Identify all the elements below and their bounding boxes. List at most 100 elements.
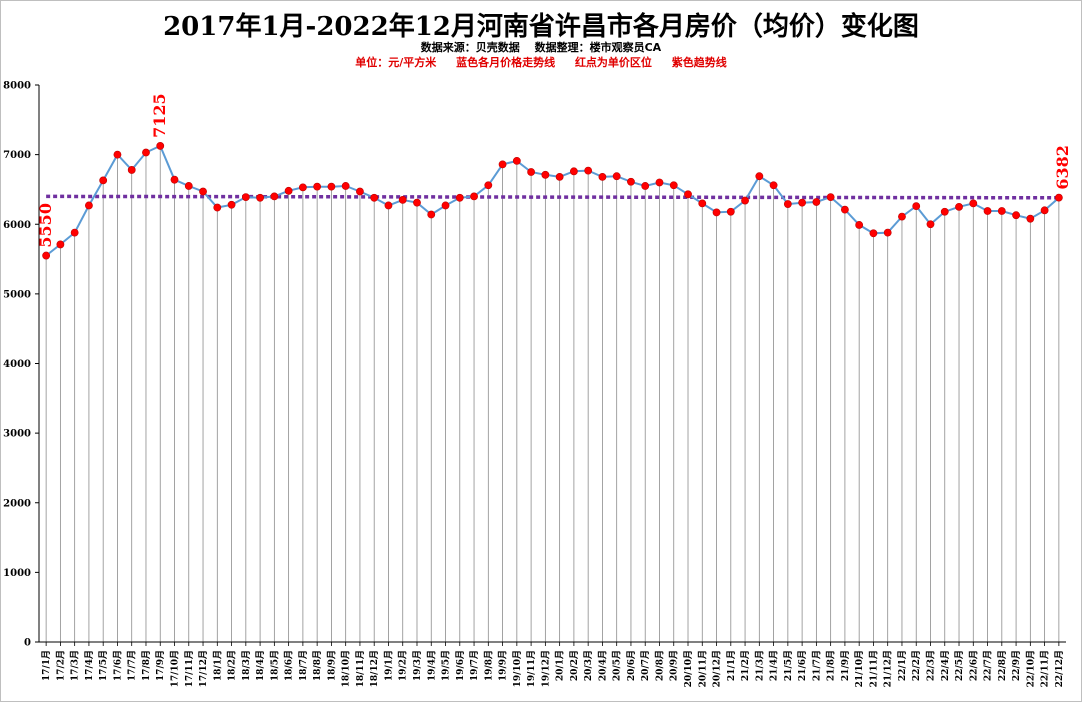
x-tick-label: 22/8月: [997, 650, 1008, 681]
data-point: [341, 182, 350, 190]
x-tick-label: 22/3月: [925, 650, 936, 681]
data-point: [955, 202, 963, 211]
x-tick-label: 18/7月: [298, 650, 309, 681]
data-point: [170, 175, 179, 184]
x-tick-label: 20/11月: [697, 650, 708, 687]
x-tick-label: 18/12月: [369, 650, 380, 687]
note-trend: 紫色趋势线: [671, 56, 727, 69]
y-tick-label: 3000: [3, 429, 31, 440]
data-point: [256, 193, 264, 202]
data-point: [912, 202, 921, 211]
y-tick-label: 8000: [3, 81, 31, 92]
data-point: [841, 205, 849, 214]
data-point: [769, 181, 778, 190]
x-tick-label: 17/8月: [141, 650, 152, 681]
data-point: [470, 192, 478, 201]
data-point: [1026, 214, 1035, 223]
data-point: [783, 200, 792, 208]
data-point: [812, 198, 821, 206]
x-tick-label: 19/6月: [455, 650, 466, 681]
data-point: [70, 228, 79, 237]
data-point: [826, 193, 835, 201]
data-point: [983, 207, 992, 215]
data-label: 6382: [1053, 145, 1072, 190]
x-tick-label: 19/2月: [398, 650, 409, 681]
x-tick-label: 20/2月: [569, 650, 580, 681]
data-point: [113, 150, 122, 159]
data-point: [42, 251, 51, 260]
x-tick-label: 19/8月: [483, 650, 494, 681]
x-tick-label: 17/6月: [112, 650, 123, 681]
y-tick-label: 4000: [3, 359, 31, 370]
data-point: [997, 207, 1006, 215]
data-point: [612, 172, 621, 181]
note-unit: 单位：元/平方米: [355, 56, 437, 69]
trend-line: [46, 194, 1059, 200]
data-point: [584, 166, 593, 175]
data-point: [655, 178, 664, 187]
data-point: [1054, 193, 1063, 202]
data-point: [869, 229, 878, 238]
data-point: [741, 196, 749, 205]
x-tick-label: 21/6月: [797, 650, 808, 681]
data-point: [541, 170, 550, 179]
x-tick-label: 18/3月: [241, 650, 252, 681]
data-point: [627, 177, 635, 186]
note-line: 蓝色各月价格走势线: [456, 56, 556, 69]
x-tick-label: 17/1月: [41, 650, 52, 681]
data-point: [555, 173, 564, 181]
x-tick-label: 22/12月: [1054, 650, 1065, 687]
data-point: [883, 228, 892, 237]
data-point: [855, 221, 864, 229]
x-tick-label: 19/11月: [526, 650, 537, 687]
x-tick-label: 20/12月: [712, 650, 723, 687]
data-point: [926, 220, 935, 229]
data-point: [498, 160, 507, 169]
x-tick-label: 21/12月: [883, 650, 894, 687]
x-tick-label: 18/10月: [341, 650, 352, 687]
x-tick-label: 17/2月: [55, 650, 66, 681]
data-point: [712, 208, 721, 217]
data-point: [669, 181, 678, 190]
data-point: [527, 168, 536, 176]
x-tick-label: 19/7月: [469, 650, 480, 681]
x-tick-label: 21/9月: [840, 650, 851, 681]
x-tick-label: 21/2月: [740, 650, 751, 681]
data-point: [726, 207, 735, 216]
data-point: [641, 182, 650, 190]
data-point: [598, 173, 607, 181]
data-point: [284, 186, 293, 195]
x-tick-label: 18/11月: [355, 650, 366, 687]
data-point: [898, 212, 906, 221]
data-point: [455, 193, 464, 202]
data-point: [227, 200, 236, 209]
x-tick-label: 19/3月: [412, 650, 423, 681]
data-point: [413, 198, 421, 207]
data-point: [512, 156, 521, 165]
x-tick-label: 17/11月: [184, 650, 195, 687]
x-tick-label: 18/8月: [312, 650, 323, 681]
x-tick-label: 21/5月: [783, 650, 794, 681]
x-tick-label: 20/6月: [626, 650, 637, 681]
x-tick-label: 21/11月: [868, 650, 879, 687]
data-label: 7125: [150, 93, 169, 138]
note-points: 红点为单价区位: [574, 56, 652, 69]
chart-title: 2017年1月-2022年12月河南省许昌市各月房价（均价）变化图: [163, 12, 919, 42]
data-point: [798, 198, 807, 207]
x-tick-label: 22/2月: [911, 650, 922, 681]
x-tick-label: 19/9月: [498, 650, 509, 681]
x-tick-label: 17/3月: [70, 650, 81, 681]
x-tick-label: 21/10月: [854, 650, 865, 687]
x-tick-label: 21/7月: [811, 650, 822, 681]
x-tick-label: 22/6月: [968, 650, 979, 681]
data-point: [398, 195, 407, 204]
x-tick-label: 20/10月: [683, 650, 694, 687]
x-tick-label: 18/6月: [284, 650, 295, 681]
x-tick-label: 17/7月: [127, 650, 138, 681]
y-tick-label: 0: [24, 638, 31, 649]
x-tick-label: 18/9月: [326, 650, 337, 681]
data-point: [940, 207, 949, 216]
x-tick-label: 17/4月: [84, 650, 95, 681]
data-point: [1012, 211, 1020, 220]
x-tick-label: 17/10月: [170, 650, 181, 687]
